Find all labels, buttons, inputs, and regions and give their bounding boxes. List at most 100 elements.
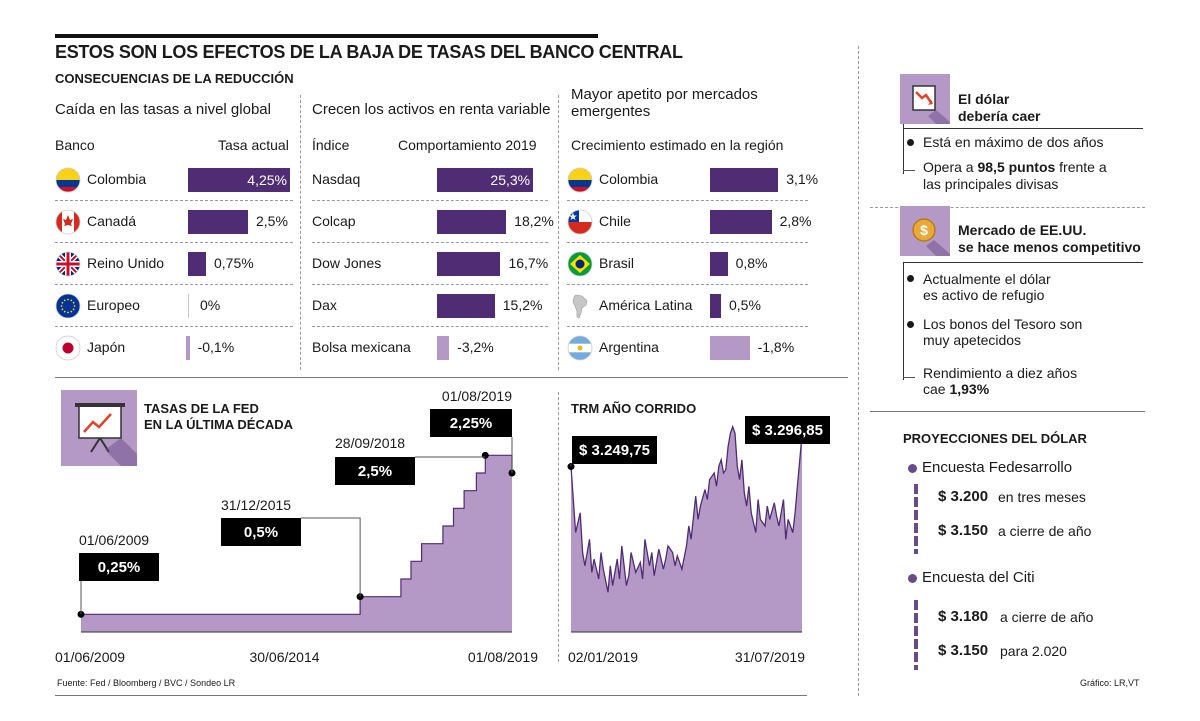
market-title-rule <box>903 262 1143 263</box>
survey-fedesarrollo: Encuesta Fedesarrollo <box>922 459 1073 476</box>
market-section-title: Mercado de EE.UU. se hace menos competit… <box>958 222 1141 256</box>
sidebar-divider-1 <box>870 207 1145 208</box>
survey-dot <box>908 464 917 473</box>
bar <box>710 294 721 318</box>
fed-annotation-value: 2,5% <box>358 463 392 480</box>
col3-heading-line1: Mayor apetito por mercados <box>571 86 758 103</box>
column-divider-1 <box>300 95 301 370</box>
fed-chart-title-line2: EN LA ÚLTIMA DÉCADA <box>144 417 294 432</box>
bar <box>185 336 190 360</box>
colombia-flag-icon <box>567 167 593 193</box>
fed-x-tick-label: 01/08/2019 <box>468 649 538 665</box>
col2-heading: Crecen los activos en renta variable <box>312 101 551 118</box>
fed-chart-icon-box <box>61 390 137 466</box>
dollar-title-line1: El dólar <box>958 91 1010 107</box>
market-b2-line1: Los bonos del Tesoro son <box>923 316 1083 332</box>
bar <box>188 252 206 276</box>
bullet-dot <box>907 275 914 282</box>
bar-value: 0% <box>200 297 221 313</box>
row-label: Colcap <box>312 213 356 229</box>
citi-val-1: $ 3.180 <box>938 608 989 625</box>
footer-rule <box>55 695 807 696</box>
fedesarrollo-val-1: $ 3.200 <box>938 488 989 505</box>
row-divider <box>312 284 548 285</box>
column-divider-2 <box>558 95 559 370</box>
survey-citi: Encuesta del Citi <box>922 569 1035 586</box>
dollar-section-title: El dólar debería caer <box>958 91 1041 125</box>
row-divider <box>567 284 808 285</box>
fed-chart-title: TASAS DE LA FED EN LA ÚLTIMA DÉCADA <box>144 401 293 433</box>
fed-annotation-date: 01/08/2019 <box>442 388 512 404</box>
market-b1-line2: es activo de refugio <box>923 287 1045 303</box>
bar <box>437 252 501 276</box>
market-b3-line1: Rendimiento a diez años <box>923 365 1078 381</box>
fed-annotation-value: 0,5% <box>244 524 278 541</box>
trm-x-tick-label: 31/07/2019 <box>735 649 805 665</box>
col1-heading: Caída en las tasas a nivel global <box>55 101 271 118</box>
fed-rate-line <box>80 454 513 615</box>
row-divider <box>567 200 808 201</box>
bar-value: 0,8% <box>735 255 768 271</box>
trm-annotation-value: $ 3.296,85 <box>752 422 823 439</box>
section-subtitle: CONSECUENCIAS DE LA REDUCCIÓN <box>55 71 294 86</box>
bar-value: 0,75% <box>214 255 254 271</box>
market-b1-line1: Actualmente el dólar <box>923 271 1051 287</box>
credit-note: Gráfico: LR,VT <box>1080 678 1140 688</box>
projections-title: PROYECCIONES DEL DÓLAR <box>903 431 1087 446</box>
bar-value: 18,2% <box>514 213 554 229</box>
market-b3-pre: cae <box>923 381 950 397</box>
fed-annotation-date: 31/12/2015 <box>221 497 291 513</box>
page-title: ESTOS SON LOS EFECTOS DE LA BAJA DE TASA… <box>55 42 683 62</box>
bar-value: -1,8% <box>757 339 795 355</box>
section-divider <box>55 377 848 378</box>
trm-line <box>570 424 803 593</box>
row-label: Japón <box>87 339 126 355</box>
fed-connector <box>301 517 361 597</box>
row-label: Dow Jones <box>312 255 382 271</box>
fed-annotation-value-box <box>221 518 301 546</box>
col2-header-performance: Comportamiento 2019 <box>398 137 537 153</box>
fed-annotation-value-box <box>430 409 512 437</box>
row-label: Reino Unido <box>87 255 165 271</box>
dollar-bullet-2: Opera a 98,5 puntos frente a <box>923 159 1107 175</box>
bar <box>710 210 772 234</box>
row-label: Brasil <box>599 255 635 271</box>
col3-header-growth: Crecimiento estimado en la región <box>571 137 784 153</box>
chile-flag-icon <box>567 209 593 235</box>
row-label: Europeo <box>87 297 140 313</box>
trm-annotation-value: $ 3.249,75 <box>579 442 650 459</box>
row-label: Argentina <box>599 339 659 355</box>
uk-flag-icon <box>55 251 81 277</box>
market-bullet-line <box>903 262 904 380</box>
market-bullet-3: Rendimiento a diez años cae 1,93% <box>923 365 1077 397</box>
row-divider <box>312 242 548 243</box>
row-label: América Latina <box>599 297 693 313</box>
presentation-chart-icon <box>75 403 137 466</box>
japan-flag-icon <box>55 335 81 361</box>
sidebar-divider <box>858 46 859 696</box>
bullet-dot <box>907 321 914 328</box>
fed-x-tick-label: 30/06/2014 <box>249 649 319 665</box>
bar-value: -3,2% <box>457 339 494 355</box>
bar-value: 3,1% <box>786 171 819 187</box>
row-label: Canadá <box>87 213 137 229</box>
fed-annotation-date: 28/09/2018 <box>335 435 405 451</box>
bar-value: 2,5% <box>256 213 288 229</box>
title-rule <box>55 34 598 38</box>
dollar-bullet-1: Está en máximo de dos años <box>923 134 1104 150</box>
bar <box>188 294 189 318</box>
svg-text:$: $ <box>920 222 928 238</box>
colombia-flag-icon <box>55 167 81 193</box>
row-divider <box>312 326 548 327</box>
trm-chart-title: TRM AÑO CORRIDO <box>571 401 697 416</box>
fedesarrollo-txt-2: a cierre de año <box>998 523 1092 539</box>
row-label: Colombia <box>87 171 147 187</box>
market-title-line2: se hace menos competitivo <box>958 239 1141 255</box>
fed-point <box>481 451 489 459</box>
citi-val-2: $ 3.150 <box>938 642 989 659</box>
chart-divider <box>558 392 559 662</box>
bullet-dot <box>907 139 914 146</box>
fed-chart-title-line1: TASAS DE LA FED <box>144 401 259 416</box>
coin-icon-box: $ <box>900 206 950 256</box>
survey-line <box>914 600 918 670</box>
